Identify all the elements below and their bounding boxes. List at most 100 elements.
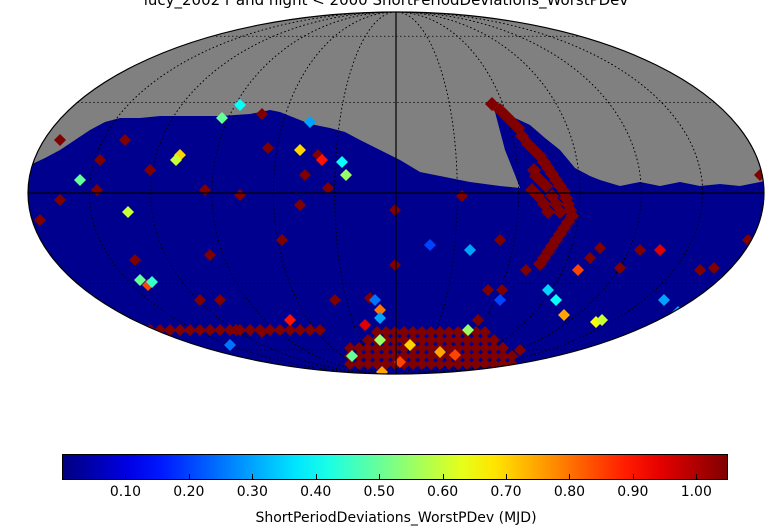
sky-pixel bbox=[434, 334, 446, 346]
sky-pixel bbox=[470, 350, 482, 362]
sky-pixel bbox=[398, 326, 410, 338]
sky-pixel bbox=[494, 294, 506, 306]
sky-pixel bbox=[374, 312, 386, 324]
sky-pixel bbox=[514, 344, 526, 356]
sky-pixel bbox=[434, 358, 446, 370]
colorbar-tick-mark bbox=[569, 474, 571, 480]
sky-pixel bbox=[443, 358, 455, 370]
sky-pixel bbox=[314, 324, 326, 336]
sky-pixel bbox=[224, 339, 236, 351]
sky-pixel bbox=[204, 249, 216, 261]
sky-pixel bbox=[234, 99, 246, 111]
sky-pixel bbox=[119, 134, 131, 146]
sky-pixel bbox=[164, 324, 176, 336]
sky-pixel bbox=[389, 326, 401, 338]
sky-pixel bbox=[470, 342, 482, 354]
sky-pixel bbox=[234, 189, 246, 201]
sky-pixel bbox=[520, 264, 532, 276]
sky-pixel bbox=[256, 108, 268, 120]
sky-pixel bbox=[380, 342, 392, 354]
metric-pixels bbox=[34, 97, 764, 374]
sky-pixel bbox=[479, 326, 491, 338]
sky-pixel bbox=[494, 234, 506, 246]
sky-pixel bbox=[497, 342, 509, 354]
sky-pixel bbox=[550, 294, 562, 306]
sky-pixel bbox=[204, 324, 216, 336]
colorbar-label: ShortPeriodDeviations_WorstPDev (MJD) bbox=[255, 510, 537, 526]
sky-pixel bbox=[146, 276, 158, 288]
sky-pixel bbox=[304, 116, 316, 128]
sky-pixel bbox=[694, 264, 706, 276]
sky-pixel bbox=[380, 350, 392, 362]
sky-pixel bbox=[262, 142, 274, 154]
sky-pixel bbox=[304, 324, 316, 336]
sky-pixel bbox=[425, 358, 437, 370]
sky-pixel bbox=[194, 324, 206, 336]
sky-pixel bbox=[497, 350, 509, 362]
sky-pixel bbox=[461, 358, 473, 370]
sky-pixel bbox=[434, 346, 446, 358]
sky-pixel bbox=[230, 324, 242, 336]
unobserved-region bbox=[28, 12, 764, 188]
sky-pixel bbox=[462, 324, 474, 336]
sky-pixel bbox=[353, 342, 365, 354]
sky-pixel bbox=[389, 259, 401, 271]
sky-pixel bbox=[122, 206, 134, 218]
colorbar-tick-label: 0.50 bbox=[363, 484, 395, 500]
sky-pixel bbox=[488, 350, 500, 362]
sky-pixel bbox=[194, 294, 206, 306]
sky-pixel bbox=[470, 358, 482, 370]
sky-pixel bbox=[496, 284, 508, 296]
sky-pixel bbox=[216, 112, 228, 124]
colorbar-tick-label: 0.80 bbox=[553, 484, 586, 500]
colorbar-tick-mark bbox=[315, 474, 317, 480]
sky-pixel bbox=[389, 204, 401, 216]
sky-pixel bbox=[425, 350, 437, 362]
sky-pixel bbox=[558, 309, 570, 321]
sky-pixel bbox=[362, 342, 374, 354]
sky-pixel bbox=[479, 358, 491, 370]
sky-pixel bbox=[416, 326, 428, 338]
colorbar-tick-mark bbox=[442, 474, 444, 480]
sky-pixel bbox=[129, 254, 141, 266]
sky-pixel bbox=[369, 294, 381, 306]
colorbar-tick-label: 0.30 bbox=[236, 484, 268, 500]
sky-pixel bbox=[596, 314, 608, 326]
sky-pixel bbox=[416, 350, 428, 362]
sky-pixel bbox=[708, 262, 720, 274]
sky-pixel bbox=[479, 350, 491, 362]
colorbar-tick-label: 0.10 bbox=[109, 484, 142, 500]
sky-pixel bbox=[294, 324, 306, 336]
sky-pixel bbox=[424, 239, 436, 251]
sky-pixel bbox=[472, 314, 484, 326]
colorbar-tick-label: 0.20 bbox=[173, 484, 205, 500]
sky-pixel bbox=[346, 350, 358, 362]
sky-pixel bbox=[174, 324, 186, 336]
sky-pixel bbox=[464, 244, 476, 256]
sky-pixel bbox=[299, 169, 311, 181]
colorbar-tick-label: 1.00 bbox=[680, 484, 712, 500]
colorbar-tick-label: 0.60 bbox=[426, 484, 459, 500]
sky-pixel bbox=[425, 334, 437, 346]
colorbar-tick-mark bbox=[125, 474, 127, 480]
sky-pixel bbox=[144, 164, 156, 176]
sky-pixel bbox=[374, 304, 386, 316]
sky-pixel bbox=[407, 350, 419, 362]
sky-pixel bbox=[371, 358, 383, 370]
sky-map bbox=[27, 11, 765, 375]
sky-pixel bbox=[371, 350, 383, 362]
sky-pixel bbox=[479, 342, 491, 354]
map-outline bbox=[27, 11, 765, 375]
sky-pixel bbox=[362, 334, 374, 346]
colorbar-tick-mark bbox=[188, 474, 190, 480]
sky-pixel bbox=[452, 334, 464, 346]
sky-pixel bbox=[380, 326, 392, 338]
colorbar-tick-label: 0.40 bbox=[300, 484, 332, 500]
sky-pixel bbox=[353, 358, 365, 370]
sky-pixel bbox=[214, 294, 226, 306]
sky-pixel bbox=[94, 154, 106, 166]
sky-pixel bbox=[54, 194, 66, 206]
chart-title: lucy_2002 r and night < 2000 ShortPeriod… bbox=[143, 0, 629, 9]
sky-pixel bbox=[572, 264, 584, 276]
sky-pixel bbox=[336, 156, 348, 168]
